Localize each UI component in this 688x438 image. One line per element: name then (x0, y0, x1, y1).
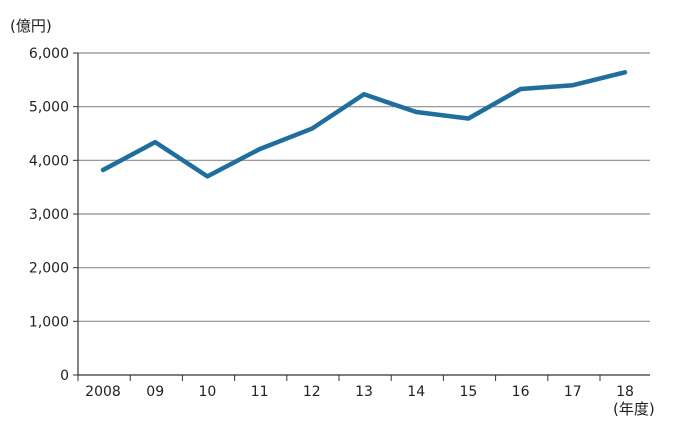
x-tick-label: 14 (407, 384, 425, 400)
x-tick-label: 17 (564, 384, 582, 400)
y-axis-label: (億円) (10, 17, 52, 35)
x-tick-label: 16 (512, 384, 530, 400)
series-line (100, 70, 628, 179)
grid-lines (78, 52, 650, 322)
y-tick-label: 2,000 (29, 261, 69, 277)
x-axis-label: (年度) (613, 400, 655, 418)
x-tick-label: 2008 (85, 384, 121, 400)
y-axis: 0 1,000 2,000 3,000 4,000 5,000 6,000 (29, 46, 79, 384)
x-tick-label: 10 (198, 384, 216, 400)
y-tick-label: 0 (60, 368, 69, 384)
y-tick-label: 4,000 (29, 153, 69, 169)
y-tick-label: 1,000 (29, 314, 69, 330)
y-tick-label: 6,000 (29, 46, 69, 62)
x-tick-label: 11 (251, 384, 269, 400)
x-tick-label: 15 (459, 384, 477, 400)
x-tick-label: 12 (303, 384, 321, 400)
x-tick-label: 09 (146, 384, 164, 400)
y-tick-label: 3,000 (29, 207, 69, 223)
x-tick-label: 18 (616, 384, 634, 400)
x-axis: 2008 09 10 11 12 13 14 15 16 17 18 (77, 374, 650, 400)
y-tick-label: 5,000 (29, 100, 69, 116)
x-tick-label: 13 (355, 384, 373, 400)
